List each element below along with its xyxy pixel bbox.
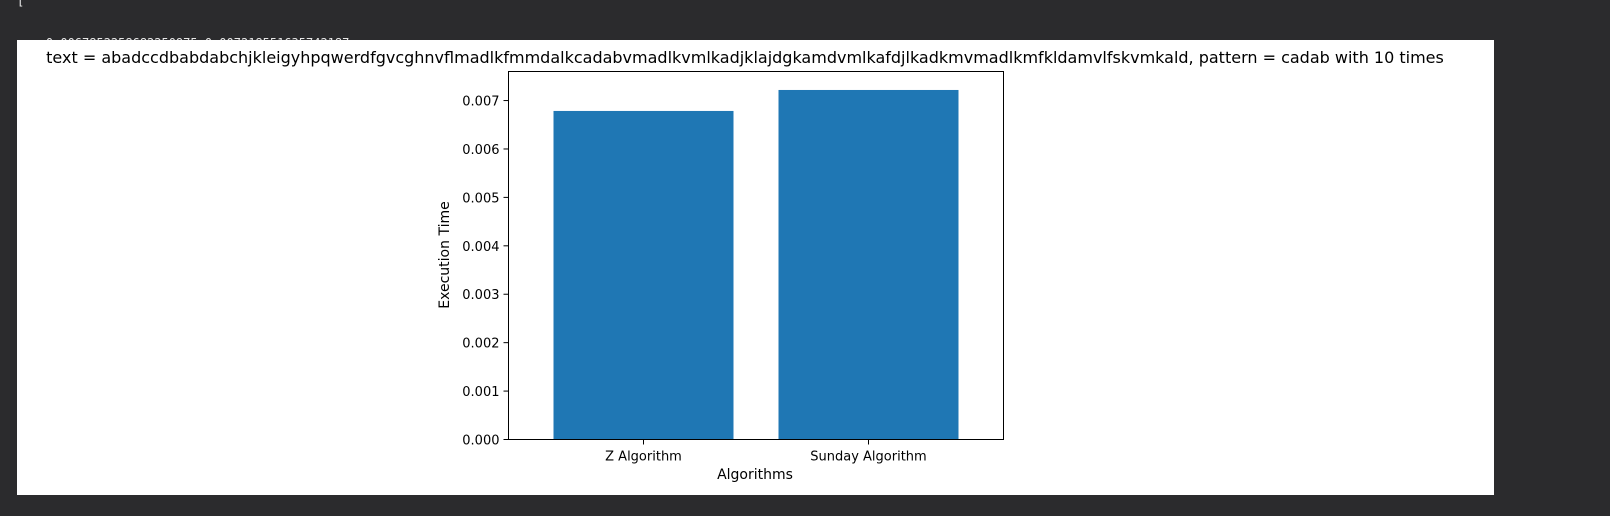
plot-frame <box>508 71 1004 440</box>
bar-sunday-algorithm <box>778 89 959 440</box>
y-tick-label: 0.001 <box>462 385 499 400</box>
figure-output: text = abadccdbabdabchjkleigyhpqwerdfgvc… <box>17 40 1494 495</box>
y-axis-label: Execution Time <box>437 201 453 308</box>
y-tick-label: 0.006 <box>462 143 499 158</box>
x-axis-ticks: Z Algorithm Sunday Algorithm <box>605 439 927 465</box>
clipped-output-line: [ <box>17 0 25 8</box>
y-axis-ticks: 0.000 0.001 0.002 0.003 0.004 0.005 0.006 0.007 <box>462 95 509 449</box>
chart-title: text = abadccdbabdabchjkleigyhpqwerdfgvc… <box>46 48 1444 67</box>
y-tick-label: 0.003 <box>462 288 499 303</box>
bar-chart: text = abadccdbabdabchjkleigyhpqwerdfgvc… <box>46 48 1444 483</box>
bars <box>553 89 959 440</box>
x-tick-label: Sunday Algorithm <box>810 450 926 465</box>
y-tick-label: 0.000 <box>462 434 499 449</box>
bar-z-algorithm <box>553 110 734 440</box>
y-tick-label: 0.005 <box>462 191 499 206</box>
x-tick-label: Z Algorithm <box>605 450 682 465</box>
y-tick-label: 0.007 <box>462 95 499 110</box>
x-axis-label: Algorithms <box>717 467 793 483</box>
y-tick-label: 0.004 <box>462 240 499 255</box>
y-tick-label: 0.002 <box>462 337 499 352</box>
